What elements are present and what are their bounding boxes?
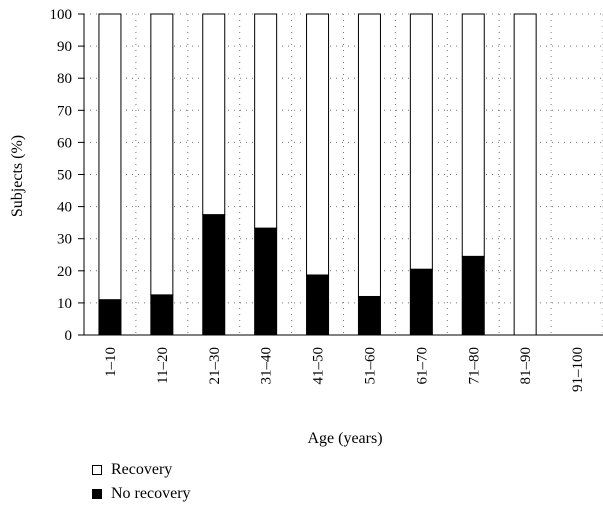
x-tick-labels: 1–10 11–20 21–30 31–40 41–50 51–60 61–70 71–80 8… (103, 347, 586, 392)
legend-swatch-recovery (92, 465, 102, 475)
bar-no-recovery (150, 294, 174, 336)
bar-recovery (357, 13, 381, 297)
bar-recovery (461, 13, 485, 257)
legend-swatch-no-recovery (92, 489, 102, 499)
bar-recovery (202, 13, 226, 216)
bars (98, 13, 537, 336)
bar-no-recovery (254, 227, 278, 336)
legend-label-no-recovery: No recovery (111, 485, 191, 502)
y-tick-label: 70 (57, 103, 72, 119)
y-tick-label: 40 (57, 200, 72, 216)
bar-recovery (98, 13, 122, 301)
bar-no-recovery (98, 299, 122, 336)
legend: Recovery No recovery (92, 458, 191, 506)
axes (78, 13, 603, 336)
y-tick-label: 100 (50, 7, 73, 23)
y-tick-label: 60 (57, 135, 72, 151)
x-tick-label: 71–80 (466, 347, 482, 385)
x-tick-label: 81–90 (518, 347, 534, 385)
x-tick-label: 41–50 (311, 347, 327, 385)
x-tick-label: 11–20 (155, 347, 171, 384)
bar-recovery (513, 13, 537, 336)
bar-no-recovery (409, 268, 433, 336)
x-axis-label: Age (years) (307, 430, 382, 447)
y-axis-label: Subjects (%) (9, 135, 26, 217)
x-tick-label: 61–70 (414, 347, 430, 385)
bar-no-recovery (202, 214, 226, 336)
bar-recovery (254, 13, 278, 229)
y-tick-label: 10 (57, 296, 72, 312)
bar-recovery (306, 13, 330, 276)
legend-label-recovery: Recovery (111, 461, 173, 478)
y-tick-label: 20 (57, 264, 72, 280)
bar-no-recovery (357, 295, 381, 336)
y-tick-label: 90 (57, 39, 72, 55)
y-tick-label: 0 (65, 328, 73, 344)
y-tick-label: 30 (57, 232, 72, 248)
legend-item-recovery: Recovery (92, 458, 191, 482)
x-tick-label: 31–40 (259, 347, 275, 385)
bar-no-recovery (306, 274, 330, 336)
bar-no-recovery (461, 255, 485, 336)
y-tick-label: 80 (57, 71, 72, 87)
x-tick-label: 51–60 (362, 347, 378, 385)
y-tick-label: 50 (57, 168, 72, 184)
x-tick-label: 91–100 (570, 347, 586, 392)
y-tick-labels: 0 10 20 30 40 50 60 70 80 90 100 (50, 7, 73, 344)
x-tick-label: 21–30 (207, 347, 223, 385)
bar-recovery (150, 13, 174, 296)
x-tick-label: 1–10 (103, 347, 119, 377)
bar-recovery (409, 13, 433, 270)
legend-item-no-recovery: No recovery (92, 482, 191, 506)
